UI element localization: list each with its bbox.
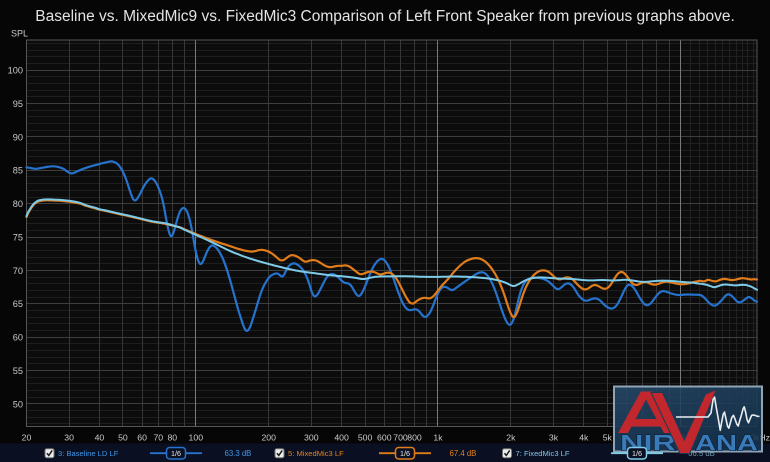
svg-text:300: 300 [304,432,319,442]
svg-text:85: 85 [13,166,23,176]
svg-text:SPL: SPL [11,29,28,39]
svg-text:1/6: 1/6 [400,449,410,458]
svg-text:100: 100 [8,66,23,76]
svg-text:40: 40 [95,432,105,442]
svg-text:60: 60 [137,432,147,442]
svg-text:50: 50 [118,432,128,442]
svg-text:4k: 4k [579,432,589,442]
svg-text:55: 55 [13,366,23,376]
svg-text:90: 90 [13,132,23,142]
svg-text:75: 75 [13,233,23,243]
svg-text:7: FixedMic3 LF: 7: FixedMic3 LF [516,449,570,458]
svg-text:Baseline vs. MixedMic9 vs. Fix: Baseline vs. MixedMic9 vs. FixedMic3 Com… [35,8,735,25]
svg-text:30: 30 [64,432,74,442]
svg-text:100: 100 [189,432,204,442]
svg-text:700: 700 [393,432,408,442]
svg-text:600: 600 [377,432,392,442]
svg-text:2k: 2k [506,432,516,442]
svg-text:80: 80 [13,199,23,209]
svg-text:70: 70 [153,432,163,442]
svg-text:5k: 5k [603,432,613,442]
svg-text:1k: 1k [433,432,443,442]
svg-text:63.3 dB: 63.3 dB [225,449,252,458]
svg-text:67.4 dB: 67.4 dB [450,449,477,458]
svg-text:60: 60 [13,333,23,343]
svg-text:800: 800 [407,432,422,442]
svg-text:50: 50 [13,399,23,409]
svg-text:80: 80 [167,432,177,442]
svg-text:500: 500 [358,432,373,442]
svg-text:400: 400 [334,432,349,442]
svg-text:1/6: 1/6 [632,449,642,458]
svg-text:95: 95 [13,99,23,109]
svg-text:3k: 3k [549,432,559,442]
svg-text:20: 20 [22,432,32,442]
svg-text:200: 200 [261,432,276,442]
svg-text:66.5 dB: 66.5 dB [688,449,715,458]
svg-text:3: Baseline LD LF: 3: Baseline LD LF [58,449,119,458]
svg-text:1/6: 1/6 [171,449,181,458]
svg-text:5: MixedMic3 LF: 5: MixedMic3 LF [288,449,344,458]
svg-text:65: 65 [13,299,23,309]
svg-text:ANA: ANA [695,431,758,456]
svg-text:70: 70 [13,266,23,276]
